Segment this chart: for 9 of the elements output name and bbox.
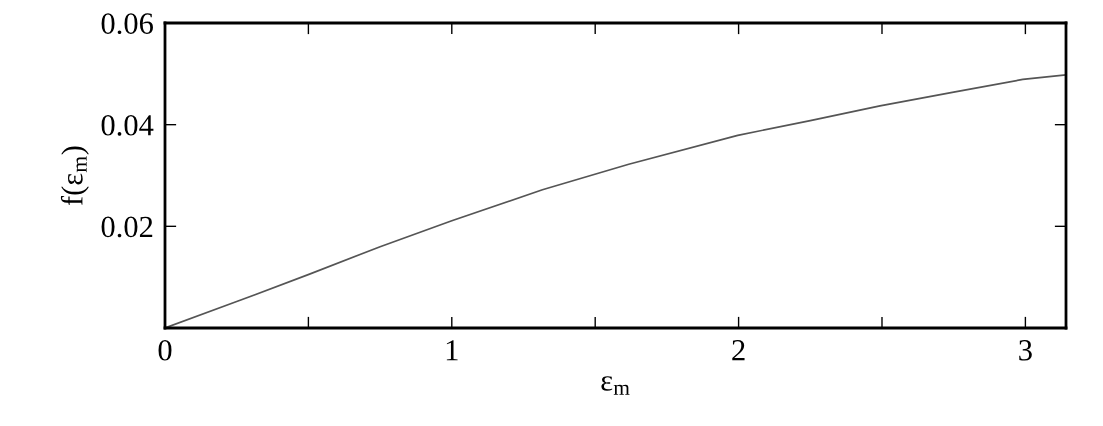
x-tick-label: 3	[1019, 340, 1032, 361]
y-tick-label: 0.02	[101, 216, 153, 238]
x-axis-title: ε$_{m}$	[601, 376, 630, 395]
y-axis-title: f(ε$_{m}$)	[60, 146, 89, 206]
x-tick-label: 1	[446, 340, 458, 361]
x-tick-label: 0	[158, 339, 172, 361]
y-tick-label: 0.04	[101, 114, 154, 136]
x-tick-label: 2	[732, 340, 745, 361]
y-tick-label: 0.06	[101, 13, 153, 35]
